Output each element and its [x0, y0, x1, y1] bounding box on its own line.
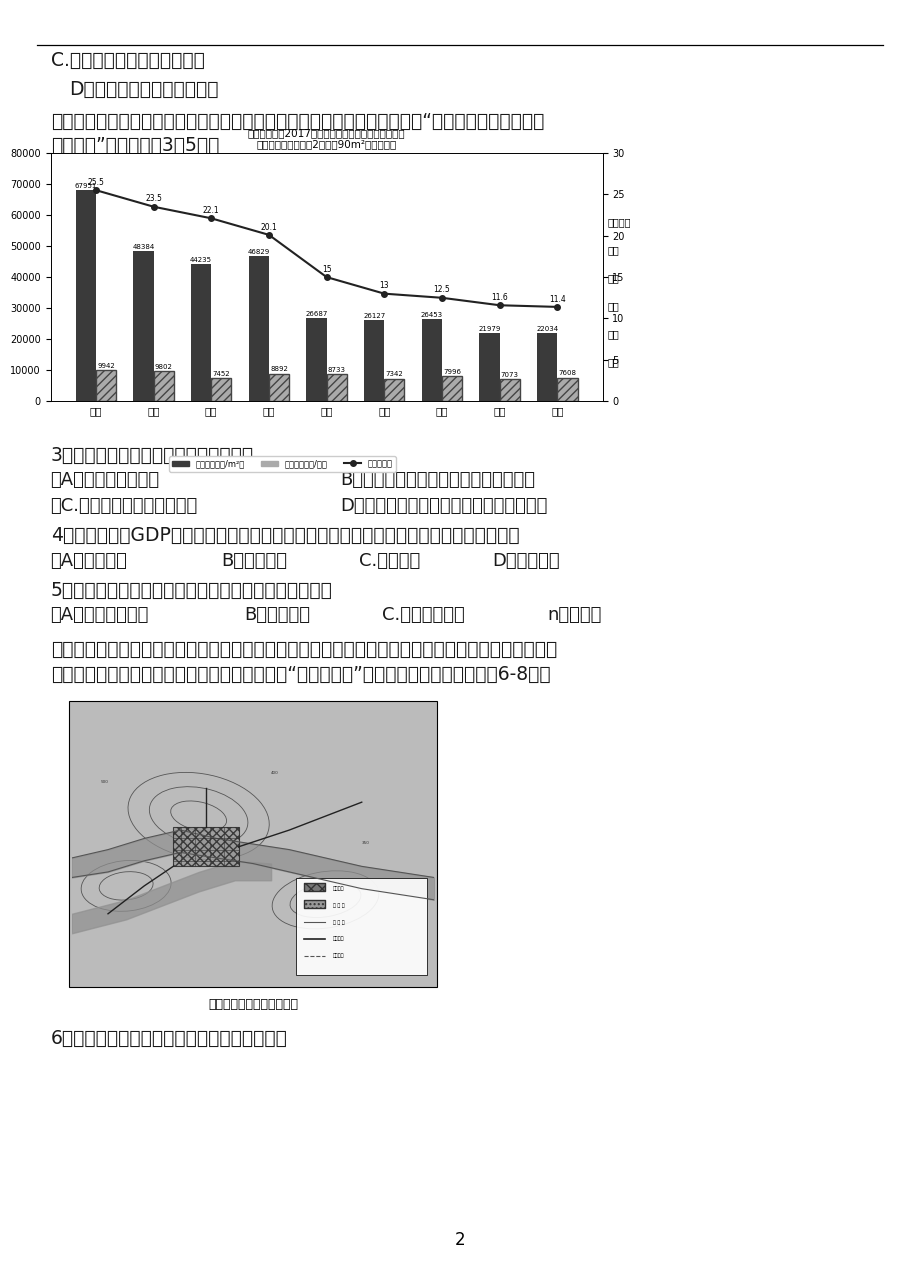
Bar: [96, 371, 116, 401]
Text: 12.5: 12.5: [433, 285, 449, 294]
Text: 9802: 9802: [154, 363, 173, 369]
Text: 8892: 8892: [270, 367, 288, 372]
Text: D．教育水平: D．教育水平: [492, 552, 560, 569]
房价收入比: [436, 290, 447, 306]
Text: 22034: 22034: [536, 326, 558, 331]
Bar: [268, 373, 289, 401]
Text: 7073: 7073: [500, 372, 518, 378]
Text: 一线城市: 一线城市: [607, 218, 630, 228]
Text: 11.4: 11.4: [549, 294, 565, 303]
Text: 500: 500: [101, 780, 108, 784]
FancyBboxPatch shape: [69, 701, 437, 987]
Bar: [364, 320, 384, 401]
Title: 我国部分城市2017年住房价格与居民收入对比情况图
（房价收入比按每户2人拥有90m²住房计算）: 我国部分城市2017年住房价格与居民收入对比情况图 （房价收入比按每户2人拥有9…: [247, 127, 405, 149]
Text: 房价收入比是住房总价格与城市居民家庭年收入之比。十九大报告强调“房子是用来住的，不是: 房价收入比是住房总价格与城市居民家庭年收入之比。十九大报告强调“房子是用来住的，…: [51, 112, 543, 131]
Text: 15: 15: [322, 265, 331, 274]
房价收入比: [551, 299, 562, 315]
Bar: [211, 378, 232, 401]
Text: 古 城 区: 古 城 区: [333, 903, 344, 908]
Text: A．严禁人口迁入: A．严禁人口迁入: [51, 606, 149, 624]
Bar: [499, 380, 519, 401]
Text: 天津: 天津: [607, 358, 618, 368]
Text: 44235: 44235: [190, 256, 212, 262]
Bar: [537, 333, 557, 401]
Bar: [557, 377, 577, 401]
Text: 46829: 46829: [247, 248, 269, 255]
Text: C.减缓我国人口老龄化的趋势: C.减缓我国人口老龄化的趋势: [51, 51, 204, 70]
Text: 26453: 26453: [420, 312, 442, 318]
Text: 20.1: 20.1: [260, 223, 277, 232]
房价收入比: [90, 182, 101, 197]
Text: 350: 350: [361, 841, 369, 845]
Text: 67951: 67951: [74, 183, 96, 189]
Text: B．人口迁入数量是其高低的决定性因素: B．人口迁入数量是其高低的决定性因素: [340, 471, 535, 489]
Text: 9942: 9942: [97, 363, 115, 369]
Bar: [479, 333, 499, 401]
Text: 26127: 26127: [363, 313, 385, 318]
Text: A．人口数量: A．人口数量: [51, 552, 128, 569]
Text: 11.6: 11.6: [491, 293, 507, 302]
Text: 26687: 26687: [305, 311, 327, 317]
Bar: [326, 375, 346, 401]
Text: C.政府政策: C.政府政策: [358, 552, 420, 569]
Text: C.政策调控房价: C.政策调控房价: [381, 606, 464, 624]
Text: 25.5: 25.5: [87, 178, 104, 187]
Text: 6．下列对阆中城区所在地的叙述，最可能曲是: 6．下列对阆中城区所在地的叙述，最可能曲是: [51, 1029, 287, 1049]
Bar: [384, 378, 404, 401]
Text: 13: 13: [379, 282, 389, 290]
Text: 址、构建环境的艺术之中。四川阆中古城被称作“风水第一城”，旅游业发达。读图，回答6-8题。: 址、构建环境的艺术之中。四川阆中古城被称作“风水第一城”，旅游业发达。读图，回答…: [51, 665, 550, 684]
Bar: [306, 318, 326, 401]
Text: 阆中城区: 阆中城区: [333, 887, 344, 892]
Text: B．产业结构: B．产业结构: [221, 552, 287, 569]
Text: 7608: 7608: [558, 371, 576, 376]
Text: 深圳: 深圳: [607, 330, 618, 340]
Text: 北京: 北京: [607, 246, 618, 256]
Text: 阆中城区及周边地区示意图: 阆中城区及周边地区示意图: [208, 998, 298, 1010]
Text: 广州: 广州: [607, 302, 618, 312]
Bar: [441, 377, 461, 401]
Bar: [421, 320, 441, 401]
房价收入比: [206, 210, 217, 225]
Bar: [191, 264, 211, 401]
Text: n产业转移: n产业转移: [547, 606, 601, 624]
Text: 7996: 7996: [443, 369, 460, 376]
Text: D．房价收入比高的城市社会矛盾较为严重: D．房价收入比高的城市社会矛盾较为严重: [340, 497, 547, 515]
Text: 道　　路: 道 路: [333, 936, 344, 941]
Bar: [75, 190, 96, 401]
房价收入比: [148, 199, 159, 214]
Text: 中国传统的风水学，古代称堪舆术，将古代无文、气候、地形、水文、生态环境等内容引进选择地: 中国传统的风水学，古代称堪舆术，将古代无文、气候、地形、水文、生态环境等内容引进…: [51, 640, 556, 659]
Text: 48384: 48384: [132, 243, 154, 250]
Text: 7342: 7342: [385, 371, 403, 377]
Text: 河　　流: 河 流: [333, 953, 344, 958]
Bar: [133, 251, 153, 401]
Text: 5．针对北京房价过高的问题，下列解决措施不舍理的是: 5．针对北京房价过高的问题，下列解决措施不舍理的是: [51, 581, 332, 600]
Bar: [173, 827, 238, 866]
房价收入比: [494, 298, 505, 313]
Text: 等 高 线: 等 高 线: [333, 920, 344, 925]
Text: 8733: 8733: [327, 367, 346, 373]
Text: 7452: 7452: [212, 371, 230, 377]
Text: 2: 2: [454, 1231, 465, 1249]
Bar: [248, 256, 268, 401]
Text: 400: 400: [271, 771, 278, 776]
房价收入比: [263, 227, 274, 242]
房价收入比: [379, 285, 390, 301]
Text: 3．下列关于房价收入比的说法正确韵是: 3．下列关于房价收入比的说法正确韵是: [51, 446, 254, 465]
Text: 用来炒的”。读图回答3～5题。: 用来炒的”。读图回答3～5题。: [51, 136, 219, 155]
房价收入比: [321, 269, 332, 284]
Text: 4．天津市人均GDP在全国排名前列，但居民平均工资较其他城市低，最主要的影响因素是: 4．天津市人均GDP在全国排名前列，但居民平均工资较其他城市低，最主要的影响因素…: [51, 526, 518, 545]
Text: C.一线城市均高于二线城市: C.一线城市均高于二线城市: [51, 497, 198, 515]
Legend: 平均房价（元/m²）, 平均工资（元/月）, 房价收入比: 平均房价（元/m²）, 平均工资（元/月）, 房价收入比: [169, 456, 395, 471]
Text: 上海: 上海: [607, 274, 618, 284]
Text: B．建设新区: B．建设新区: [244, 606, 310, 624]
Text: 23.5: 23.5: [145, 195, 162, 204]
Line: 房价收入比: 房价收入比: [93, 187, 560, 310]
Bar: [153, 371, 174, 401]
FancyBboxPatch shape: [296, 878, 426, 975]
Text: D．推动我国经济的转型发展: D．推动我国经济的转型发展: [69, 80, 219, 99]
Text: 22.1: 22.1: [203, 206, 220, 215]
Text: 21979: 21979: [478, 326, 500, 331]
Text: A．与房价呈正比例: A．与房价呈正比例: [51, 471, 160, 489]
